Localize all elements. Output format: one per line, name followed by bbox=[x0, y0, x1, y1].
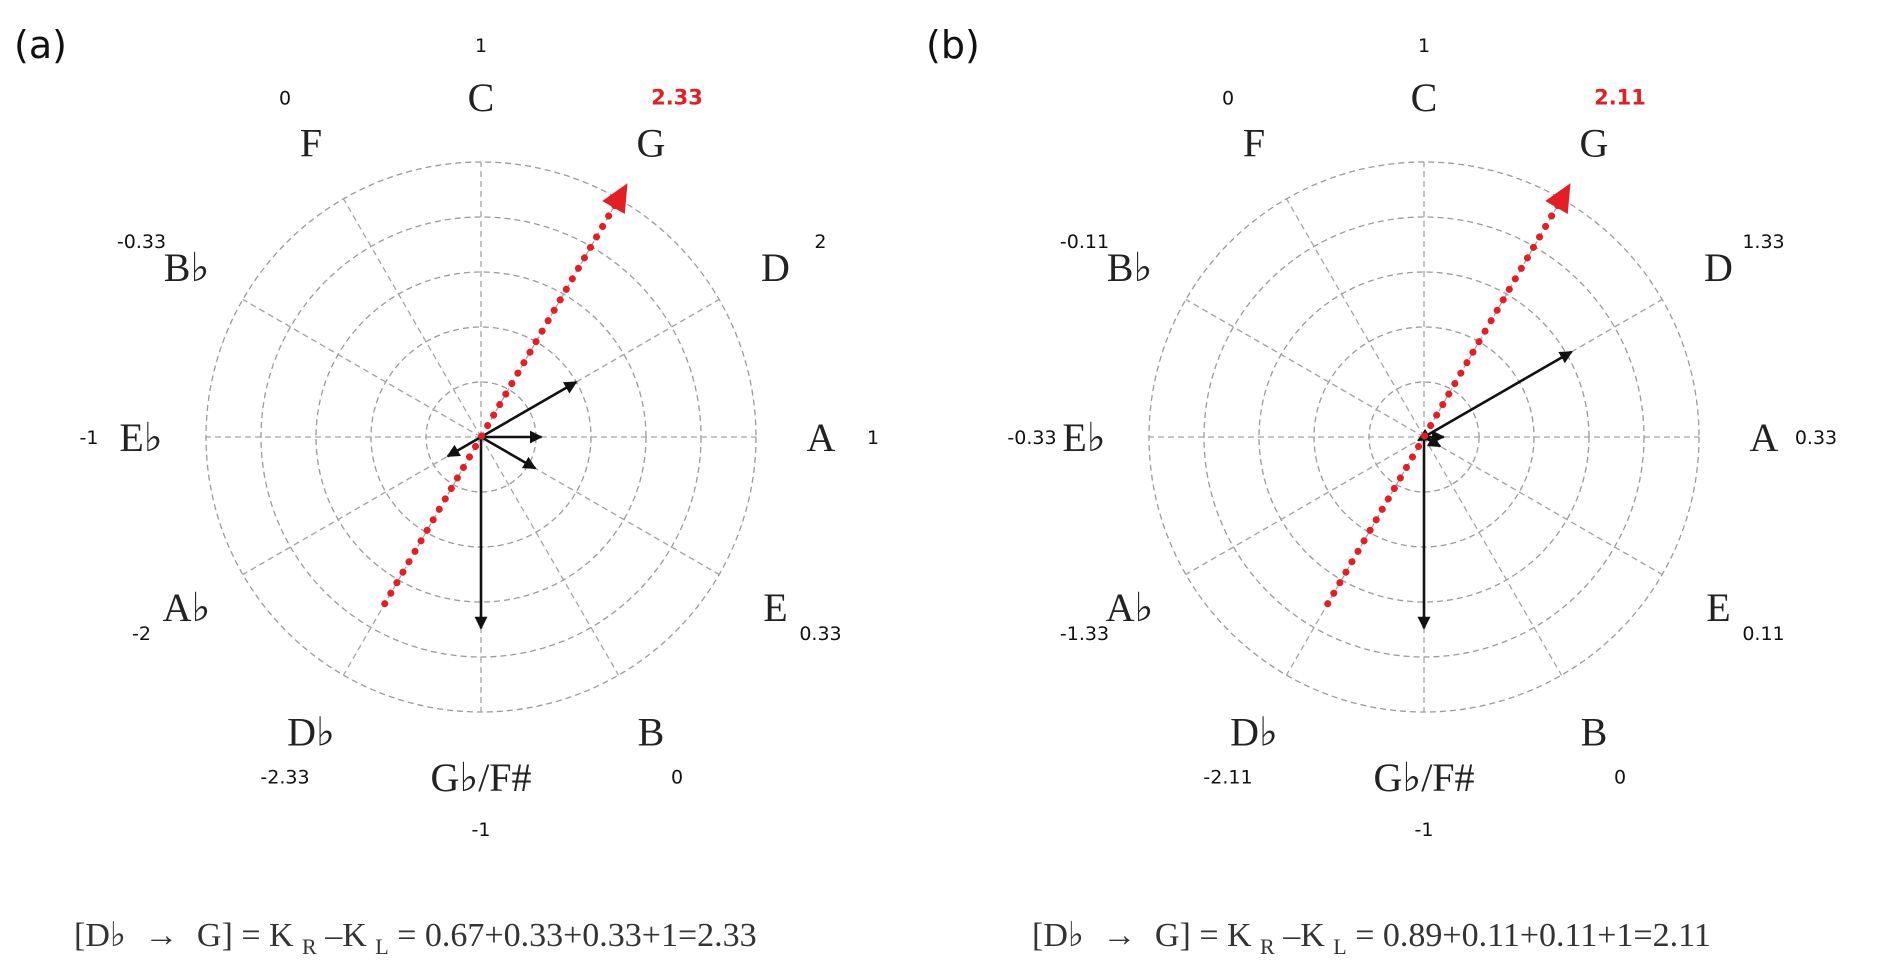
equation-sub-l: L bbox=[375, 934, 388, 959]
note-label: B♭ bbox=[164, 245, 210, 290]
note-value: -2 bbox=[132, 623, 151, 645]
note-value: 0 bbox=[1614, 766, 1626, 788]
grid-spoke bbox=[1285, 198, 1425, 438]
equation-bracket-open: [D♭ bbox=[74, 917, 126, 954]
vector-group bbox=[446, 380, 578, 630]
note-label: G bbox=[637, 121, 666, 166]
note-label: D bbox=[761, 245, 790, 290]
result-arrowhead bbox=[1545, 183, 1571, 215]
note-label: E bbox=[763, 585, 787, 630]
note-value: -2.33 bbox=[260, 766, 309, 788]
note-value: 1 bbox=[867, 427, 879, 449]
note-label: F bbox=[300, 121, 322, 166]
note-value: 1.33 bbox=[1742, 231, 1784, 253]
note-label: D♭ bbox=[1230, 709, 1278, 754]
grid-spoke bbox=[242, 436, 482, 576]
equation-rhs: = 0.89+0.11+0.11+1=2.11 bbox=[1355, 917, 1711, 954]
note-label: A♭ bbox=[163, 585, 211, 630]
note-label: A♭ bbox=[1106, 585, 1154, 630]
note-value: 0.33 bbox=[1795, 427, 1837, 449]
note-label: G bbox=[1580, 121, 1609, 166]
equation-bracket-open: [D♭ bbox=[1032, 917, 1084, 954]
result-arrow bbox=[1324, 183, 1571, 608]
vector-arrow bbox=[446, 435, 482, 458]
equation-arrow: → bbox=[1102, 917, 1136, 954]
note-value: -2.11 bbox=[1203, 766, 1252, 788]
note-value: 0 bbox=[671, 766, 683, 788]
note-value: 1 bbox=[1418, 35, 1430, 57]
vector-group bbox=[1417, 350, 1573, 630]
grid-spoke bbox=[242, 298, 482, 438]
result-arrowhead bbox=[602, 183, 628, 215]
grid-spoke bbox=[1185, 298, 1425, 438]
equation-minus-k: –K bbox=[1282, 917, 1325, 954]
grid-spoke bbox=[480, 198, 620, 438]
note-value: -1 bbox=[80, 427, 99, 449]
note-value: -1 bbox=[472, 819, 491, 841]
note-label: G♭/F# bbox=[1373, 755, 1474, 800]
note-label: C bbox=[468, 75, 495, 120]
vector-arrow bbox=[1423, 350, 1573, 439]
equation-sub-r: R bbox=[1260, 934, 1275, 959]
vector-arrow bbox=[480, 435, 537, 470]
equation-sub-l: L bbox=[1333, 934, 1346, 959]
note-label: F bbox=[1243, 121, 1265, 166]
equation-k: = K bbox=[1199, 917, 1252, 954]
note-value: 2.11 bbox=[1594, 86, 1646, 110]
result-arrow bbox=[381, 183, 628, 608]
note-label: E bbox=[1706, 585, 1730, 630]
note-value: -1.33 bbox=[1060, 623, 1109, 645]
note-label: B♭ bbox=[1107, 245, 1153, 290]
note-value: 0.33 bbox=[799, 623, 841, 645]
note-value: 2 bbox=[814, 231, 826, 253]
note-label: E♭ bbox=[1062, 415, 1105, 460]
note-value: 0 bbox=[279, 88, 291, 110]
grid-spoke bbox=[1185, 436, 1425, 576]
note-label: A bbox=[807, 415, 836, 460]
equation-arrow: → bbox=[144, 917, 178, 954]
panel-label: (a) bbox=[14, 23, 67, 67]
equation-bracket-close: G] bbox=[1155, 917, 1191, 954]
grid-spoke bbox=[342, 198, 482, 438]
panel-label: (b) bbox=[926, 23, 980, 67]
equation-sub-r: R bbox=[302, 934, 317, 959]
note-label: E♭ bbox=[119, 415, 162, 460]
grid-spoke bbox=[1423, 436, 1663, 576]
note-label: C bbox=[1411, 75, 1438, 120]
equation-minus-k: –K bbox=[324, 917, 367, 954]
note-label: D♭ bbox=[287, 709, 335, 754]
grid-spoke bbox=[480, 436, 620, 676]
note-value: -0.33 bbox=[1007, 427, 1056, 449]
note-label: G♭/F# bbox=[430, 755, 531, 800]
note-label: D bbox=[1704, 245, 1733, 290]
vector-arrow bbox=[480, 380, 578, 439]
grid-spoke bbox=[1423, 198, 1563, 438]
equation-bracket-close: G] bbox=[197, 917, 233, 954]
equation: [D♭ → G] = K R –K L = 0.89+0.11+0.11+1=2… bbox=[1032, 917, 1711, 962]
note-label: B bbox=[1581, 709, 1608, 754]
note-value: 2.33 bbox=[651, 86, 703, 110]
equation-k: = K bbox=[241, 917, 294, 954]
note-label: B bbox=[638, 709, 665, 754]
note-label: A bbox=[1750, 415, 1779, 460]
note-value: -0.33 bbox=[117, 231, 166, 253]
note-value: 0.11 bbox=[1742, 623, 1784, 645]
note-value: 1 bbox=[475, 35, 487, 57]
note-value: 0 bbox=[1222, 88, 1234, 110]
equation-rhs: = 0.67+0.33+0.33+1=2.33 bbox=[397, 917, 756, 954]
note-value: -0.11 bbox=[1060, 231, 1109, 253]
grid-spoke bbox=[1423, 436, 1563, 676]
note-value: -1 bbox=[1415, 819, 1434, 841]
equation: [D♭ → G] = K R –K L = 0.67+0.33+0.33+1=2… bbox=[74, 917, 757, 962]
